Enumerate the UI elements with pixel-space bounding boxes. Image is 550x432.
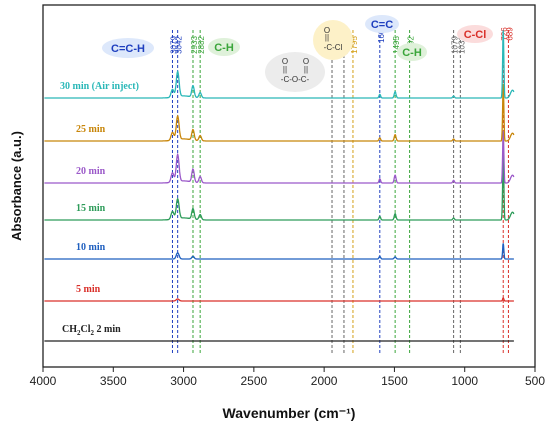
series-label: 15 min [76,203,106,214]
anhydride-formula: -C-O-C- [281,75,310,84]
c-h-badge-1 [208,38,240,56]
x-axis: 4000 3500 3000 2500 2000 1500 1000 500 [30,367,545,388]
reference-line-label: 1795 [350,36,359,54]
x-axis-title: Wavenumber (cm⁻¹) [223,405,356,421]
reference-line-label: 3079 [169,36,178,54]
c-cl-label: C-Cl [464,29,487,41]
acyl-double-bond: || [325,33,329,42]
c-eq-c-h-part1: C [111,43,119,55]
acyl-oxygen: O [324,26,330,35]
c-eq-c-label: C=C [371,19,393,31]
reference-line-label: 1079 [451,36,460,54]
anhydride-oxygen: O [303,57,309,66]
y-axis-title: Absorbance (a.u.) [9,131,24,241]
acyl-chloride-badge [313,20,353,60]
reference-line-label: 1495 [392,36,401,54]
reference-line-label: 3042 [175,36,184,54]
c-h-label-1: C-H [214,42,234,54]
c-eq-c-badge [365,15,399,33]
c-h-label-2: C-H [402,47,422,59]
spectra-group [44,30,515,342]
series-label: 20 min [76,166,106,177]
series-label-part: 2 [91,329,95,337]
series-label: 25 min [76,124,106,135]
series-label: 10 min [76,242,106,253]
reference-line-label: 2933 [190,36,199,54]
anhydride-double-bond: || [283,65,287,74]
series-label: 30 min (Air inject) [60,81,139,92]
reference-line-label: 1031 [457,36,466,54]
c-eq-c-h-badge [102,38,154,58]
series-label-part: 2 [77,329,81,337]
x-tick-label: 500 [525,374,545,388]
series-line-2 [44,243,514,260]
series-line-6 [44,30,515,99]
anhydride-oxygen: O [282,57,288,66]
anhydride-badge [265,52,325,92]
x-tick-label: 1500 [381,374,408,388]
series-line-5 [44,83,515,142]
series-label-part: CH [62,324,77,335]
series-line-1 [44,296,514,302]
plot-frame [42,4,536,368]
reference-line-label: 2882 [197,36,206,54]
x-tick-label: 1000 [451,374,478,388]
x-tick-label: 2500 [241,374,268,388]
series-label-part: Cl [81,324,91,335]
c-h-badge-2 [397,43,427,61]
series-label-ch2cl2: CH2Cl2 2 min [62,324,121,337]
series-line-3 [44,154,515,221]
series-label: 5 min [76,284,101,295]
functional-group-annotations: C=C-H C-HO O|| ||-C-O-C-O||-C-ClC=CC-HC-Cl [102,15,493,92]
anhydride-double-bond: || [304,65,308,74]
c-eq-c-h-label: C=C-H [111,43,145,55]
reference-line-label: 726 [500,27,509,41]
x-tick-label: 4000 [30,374,57,388]
c-cl-badge [457,25,493,43]
acyl-formula: -C-Cl [324,43,343,52]
series-line-4 [44,130,515,184]
x-tick-label: 2000 [311,374,338,388]
reference-line-label: 689 [505,27,514,41]
x-tick-label: 3500 [100,374,127,388]
c-eq-c-h-part2: =C-H [119,43,145,55]
x-tick-label: 3000 [170,374,197,388]
series-label-part: 2 min [94,324,121,335]
reference-line-label: 1604 [377,25,386,43]
